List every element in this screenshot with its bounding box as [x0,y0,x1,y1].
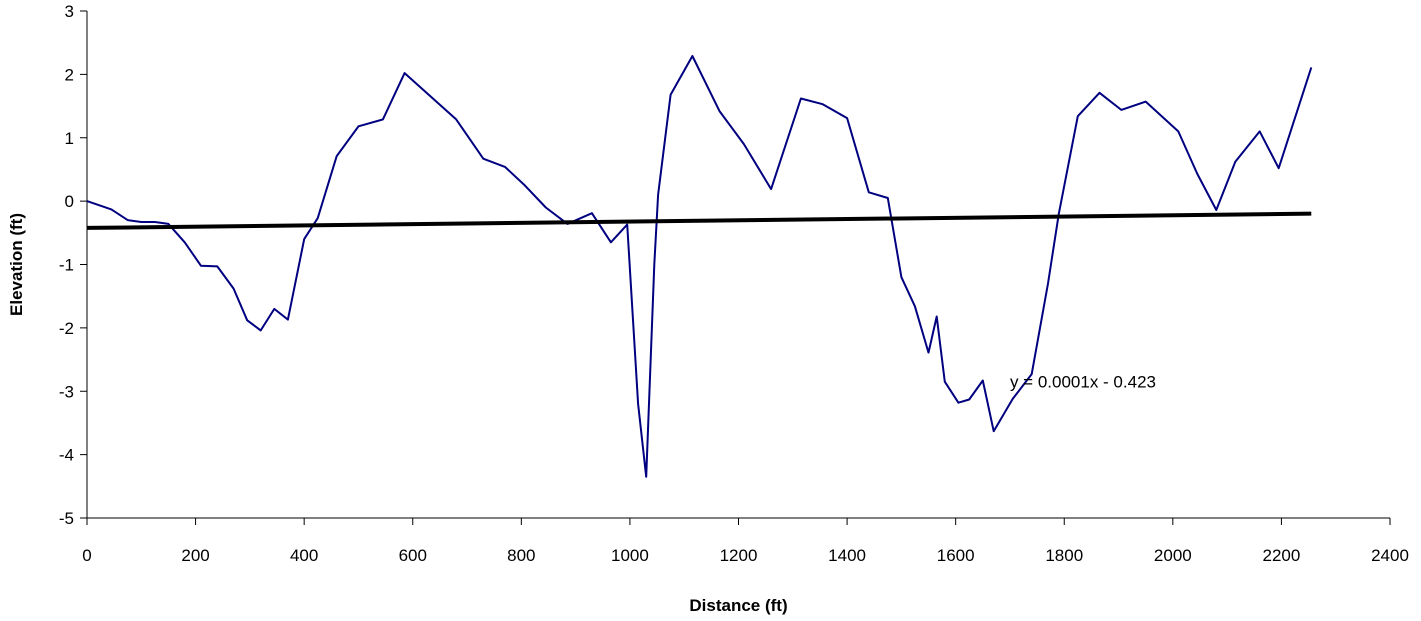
x-tick-label: 1600 [937,546,975,565]
y-tick-label: -3 [59,382,74,401]
linear-trendline [86,211,1312,230]
series-layer [86,55,1313,478]
chart-axes: 3 2 1 0 -1 -2 -3 -4 -5 0 200 400 600 800 1000 1200 1400 1… [59,2,1409,565]
y-axis-title: Elevation (ft) [7,213,26,316]
y-tick-label: 2 [65,65,74,84]
y-tick-label: 3 [65,2,74,21]
y-tick-label: -2 [59,319,74,338]
x-tick-label: 400 [290,546,318,565]
x-axis-title: Distance (ft) [689,596,787,615]
x-tick-label: 800 [507,546,535,565]
x-tick-label: 600 [399,546,427,565]
x-tick-label: 0 [82,546,91,565]
x-tick-label: 200 [181,546,209,565]
y-tick-label: -5 [59,509,74,528]
trendline-equation-label: y = 0.0001x - 0.423 [1010,373,1156,392]
elevation-series-line [86,55,1313,478]
y-tick-label: 1 [65,129,74,148]
x-tick-label: 1200 [720,546,758,565]
x-tick-label: 2200 [1263,546,1301,565]
x-tick-label: 2000 [1154,546,1192,565]
x-tick-label: 1000 [611,546,649,565]
y-tick-label: -1 [59,256,74,275]
y-tick-label: 0 [65,192,74,211]
trendline-layer [86,211,1312,230]
y-tick-label: -4 [59,446,74,465]
x-tick-label: 1400 [828,546,866,565]
x-tick-label: 1800 [1045,546,1083,565]
x-tick-label: 2400 [1371,546,1409,565]
